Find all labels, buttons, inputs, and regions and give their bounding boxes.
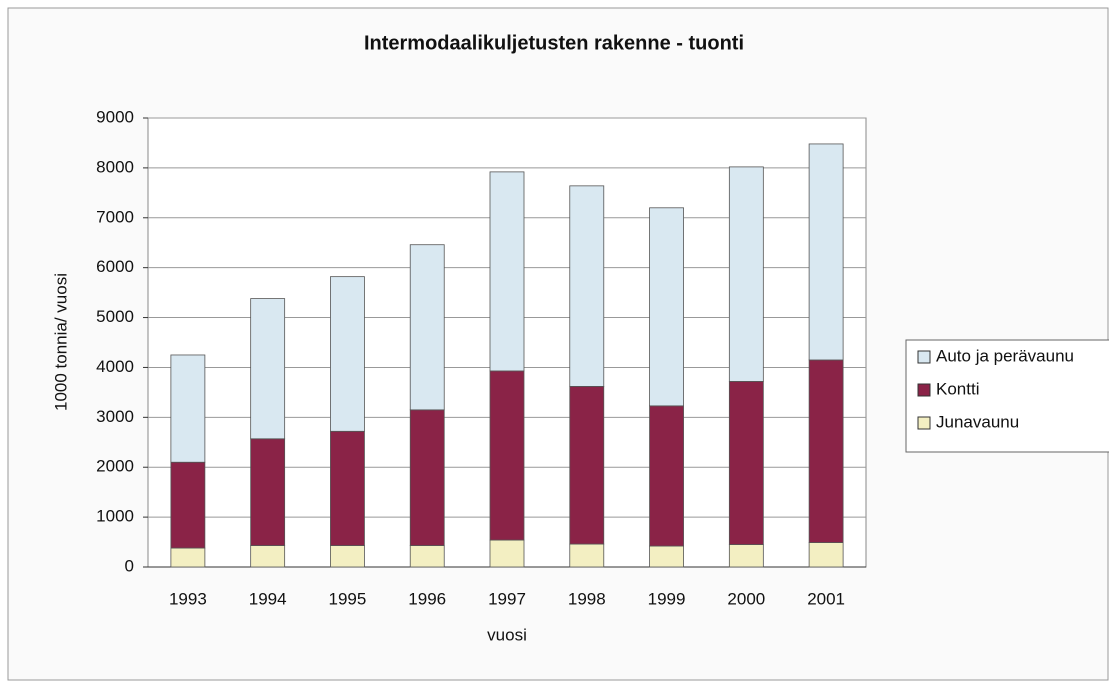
legend-swatch — [917, 416, 931, 430]
bar-segment — [569, 543, 605, 568]
y-tick-label: 5000 — [96, 307, 134, 326]
bar-segment — [569, 386, 605, 545]
bar-segment — [649, 405, 684, 547]
bar-segment — [808, 359, 844, 543]
y-tick-label: 2000 — [96, 457, 134, 476]
x-tick-label: 1999 — [648, 589, 686, 608]
bar-segment — [170, 354, 206, 463]
bar-segment — [728, 544, 764, 568]
bar-segment — [489, 370, 525, 541]
bar-segment — [649, 545, 684, 568]
legend-box — [905, 339, 1109, 453]
legend-label: Kontti — [936, 379, 979, 398]
y-tick-label: 1000 — [96, 507, 134, 526]
x-tick-label: 1994 — [249, 589, 287, 608]
bar-segment — [409, 244, 445, 411]
bar-segment — [728, 166, 764, 382]
x-tick-label: 1996 — [408, 589, 446, 608]
x-tick-label: 2001 — [807, 589, 845, 608]
bar-segment — [728, 381, 764, 545]
legend-swatch — [917, 350, 931, 364]
y-tick-label: 4000 — [96, 357, 134, 376]
bar-segment — [569, 185, 605, 387]
x-tick-label: 1993 — [169, 589, 207, 608]
x-tick-label: 1995 — [329, 589, 367, 608]
y-tick-label: 8000 — [96, 157, 134, 176]
bar-segment — [250, 438, 286, 546]
bar-segment — [250, 545, 286, 568]
bar-segment — [409, 545, 445, 568]
bar-segment — [808, 542, 844, 568]
bar-segment — [649, 207, 684, 407]
bar-segment — [330, 276, 365, 432]
x-axis-label: vuosi — [487, 625, 527, 644]
chart-title: Intermodaalikuljetusten rakenne - tuonti — [364, 32, 744, 54]
bar-segment — [489, 539, 525, 568]
x-tick-label: 2000 — [727, 589, 765, 608]
y-tick-label: 9000 — [96, 107, 134, 126]
legend-label: Auto ja perävaunu — [936, 346, 1074, 365]
y-tick-label: 0 — [125, 556, 134, 575]
bar-segment — [330, 545, 365, 568]
bar-segment — [250, 298, 286, 440]
bar-segment — [170, 547, 206, 568]
legend-swatch — [917, 383, 931, 397]
bar-segment — [489, 171, 525, 372]
y-tick-label: 7000 — [96, 207, 134, 226]
legend-label: Junavaunu — [936, 412, 1019, 431]
bar-segment — [330, 430, 365, 546]
y-axis-label: 1000 tonnia/ vuosi — [51, 273, 70, 411]
bar-segment — [808, 143, 844, 361]
bar-segment — [409, 409, 445, 546]
x-tick-label: 1998 — [568, 589, 606, 608]
y-tick-label: 3000 — [96, 407, 134, 426]
bar-segment — [170, 461, 206, 549]
y-tick-label: 6000 — [96, 257, 134, 276]
x-tick-label: 1997 — [488, 589, 526, 608]
